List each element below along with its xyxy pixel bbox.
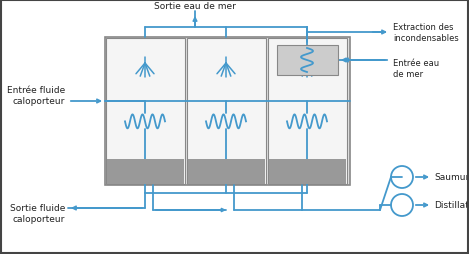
Text: Distillat: Distillat [434, 201, 469, 210]
Bar [188, 159, 265, 184]
Text: Entrée eau
de mer: Entrée eau de mer [393, 59, 439, 78]
Text: Sortie fluide
caloporteur: Sortie fluide caloporteur [10, 203, 65, 223]
Text: Saumure: Saumure [434, 173, 469, 182]
Text: Entrée fluide
caloporteur: Entrée fluide caloporteur [7, 86, 65, 105]
Bar [277, 46, 338, 76]
Bar [187, 39, 266, 184]
Bar [269, 159, 346, 184]
Bar [107, 159, 184, 184]
Text: Extraction des
incondensables: Extraction des incondensables [393, 23, 459, 42]
Bar [268, 39, 347, 184]
Text: Sortie eau de mer: Sortie eau de mer [154, 2, 236, 11]
Bar [105, 38, 350, 185]
Bar [106, 39, 185, 184]
